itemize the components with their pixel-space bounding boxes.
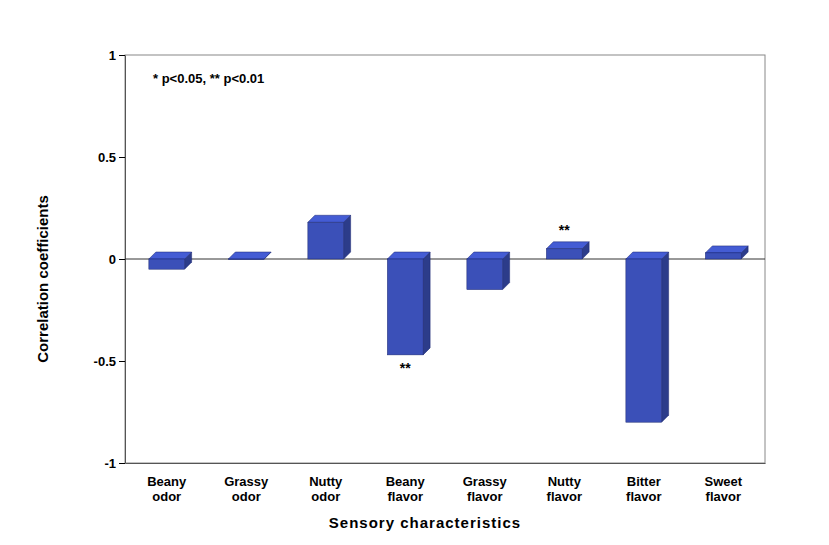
x-tick-label: Beanyflavor bbox=[386, 474, 426, 504]
x-tick: Sweetflavor bbox=[704, 463, 742, 504]
y-tick: 1 bbox=[109, 48, 125, 63]
bar bbox=[546, 249, 582, 259]
x-tick: Grassyflavor bbox=[463, 463, 508, 504]
x-tick-label-line: Nutty bbox=[309, 474, 343, 489]
plot-frame bbox=[125, 55, 765, 463]
x-tick-label-line: Nutty bbox=[548, 474, 582, 489]
x-tick-label-line: Grassy bbox=[224, 474, 269, 489]
x-tick-label-line: Sweet bbox=[704, 474, 742, 489]
chart: -1-0.500.51BeanyodorGrassyodorNuttyodorB… bbox=[0, 0, 829, 545]
y-tick-mark bbox=[119, 259, 125, 260]
y-tick-label: 0.5 bbox=[98, 150, 116, 165]
x-axis-title: Sensory characteristics bbox=[329, 514, 521, 531]
bar-side bbox=[662, 252, 669, 422]
zero-line bbox=[125, 259, 765, 260]
x-tick-label: Bitterflavor bbox=[626, 474, 661, 504]
bar bbox=[626, 259, 662, 422]
bar bbox=[149, 259, 185, 269]
x-tick-label: Beanyodor bbox=[147, 474, 187, 504]
x-tick-label-line: flavor bbox=[388, 489, 423, 504]
y-tick-label: -1 bbox=[104, 456, 116, 471]
bar bbox=[467, 259, 503, 290]
x-tick-label: Grassyodor bbox=[224, 474, 269, 504]
x-tick: Nuttyodor bbox=[309, 463, 343, 504]
x-tick: Grassyodor bbox=[224, 463, 269, 504]
bar bbox=[387, 259, 423, 355]
x-tick-label-line: flavor bbox=[706, 489, 741, 504]
bar bbox=[228, 259, 264, 261]
x-tick: Beanyodor bbox=[147, 463, 187, 504]
x-tick-label-line: flavor bbox=[467, 489, 502, 504]
bar-top bbox=[467, 252, 510, 259]
x-axis-line bbox=[126, 463, 766, 464]
x-tick-label: Nuttyodor bbox=[309, 474, 343, 504]
y-axis: -1 -0.5 0 0.5 1 bbox=[94, 48, 126, 471]
y-tick-mark bbox=[119, 157, 125, 158]
bar bbox=[308, 222, 344, 259]
y-axis-title: Correlation coefficients bbox=[34, 195, 51, 363]
x-tick: Beanyflavor bbox=[386, 463, 426, 504]
x-tick-label: Grassyflavor bbox=[463, 474, 508, 504]
x-tick-label-line: odor bbox=[152, 489, 181, 504]
bar-side bbox=[423, 252, 430, 355]
y-tick: -1 bbox=[104, 456, 125, 471]
x-tick-label-line: Beany bbox=[147, 474, 187, 489]
x-tick-label-line: flavor bbox=[547, 489, 582, 504]
bar-side bbox=[344, 215, 351, 259]
annotation: * p<0.05, ** p<0.01 bbox=[153, 71, 264, 86]
y-tick-mark bbox=[119, 463, 125, 464]
x-tick-label: Sweetflavor bbox=[704, 474, 742, 504]
x-tick-label-line: odor bbox=[232, 489, 261, 504]
x-tick-label-line: Grassy bbox=[463, 474, 508, 489]
bar-top bbox=[308, 215, 351, 222]
x-tick-label-line: odor bbox=[311, 489, 340, 504]
y-tick-label: -0.5 bbox=[94, 354, 116, 369]
y-tick: 0.5 bbox=[98, 150, 125, 165]
x-tick: Nuttyflavor bbox=[547, 463, 582, 504]
y-tick-mark bbox=[119, 55, 125, 56]
significance-marker: ** bbox=[559, 222, 570, 238]
significance-marker: ** bbox=[400, 360, 411, 376]
plot: -1-0.500.51BeanyodorGrassyodorNuttyodorB… bbox=[94, 48, 766, 505]
significance: ** ** bbox=[400, 222, 570, 376]
y-tick: -0.5 bbox=[94, 354, 125, 369]
x-tick: Bitterflavor bbox=[626, 463, 661, 504]
bars bbox=[149, 215, 748, 422]
x-tick-label-line: Beany bbox=[386, 474, 426, 489]
bar-top bbox=[546, 242, 589, 249]
bar-top bbox=[228, 252, 271, 259]
y-tick: 0 bbox=[109, 252, 125, 267]
y-tick-label: 0 bbox=[109, 252, 116, 267]
bar-top bbox=[387, 252, 430, 259]
bar-top bbox=[705, 246, 748, 253]
bar bbox=[705, 253, 741, 259]
x-tick-label-line: flavor bbox=[626, 489, 661, 504]
bar-top bbox=[149, 252, 192, 259]
y-tick-mark bbox=[119, 361, 125, 362]
x-tick-label: Nuttyflavor bbox=[547, 474, 582, 504]
x-axis: BeanyodorGrassyodorNuttyodorBeanyflavorG… bbox=[126, 463, 766, 504]
bar-top bbox=[626, 252, 669, 259]
y-tick-label: 1 bbox=[109, 48, 116, 63]
x-tick-label-line: Bitter bbox=[627, 474, 661, 489]
